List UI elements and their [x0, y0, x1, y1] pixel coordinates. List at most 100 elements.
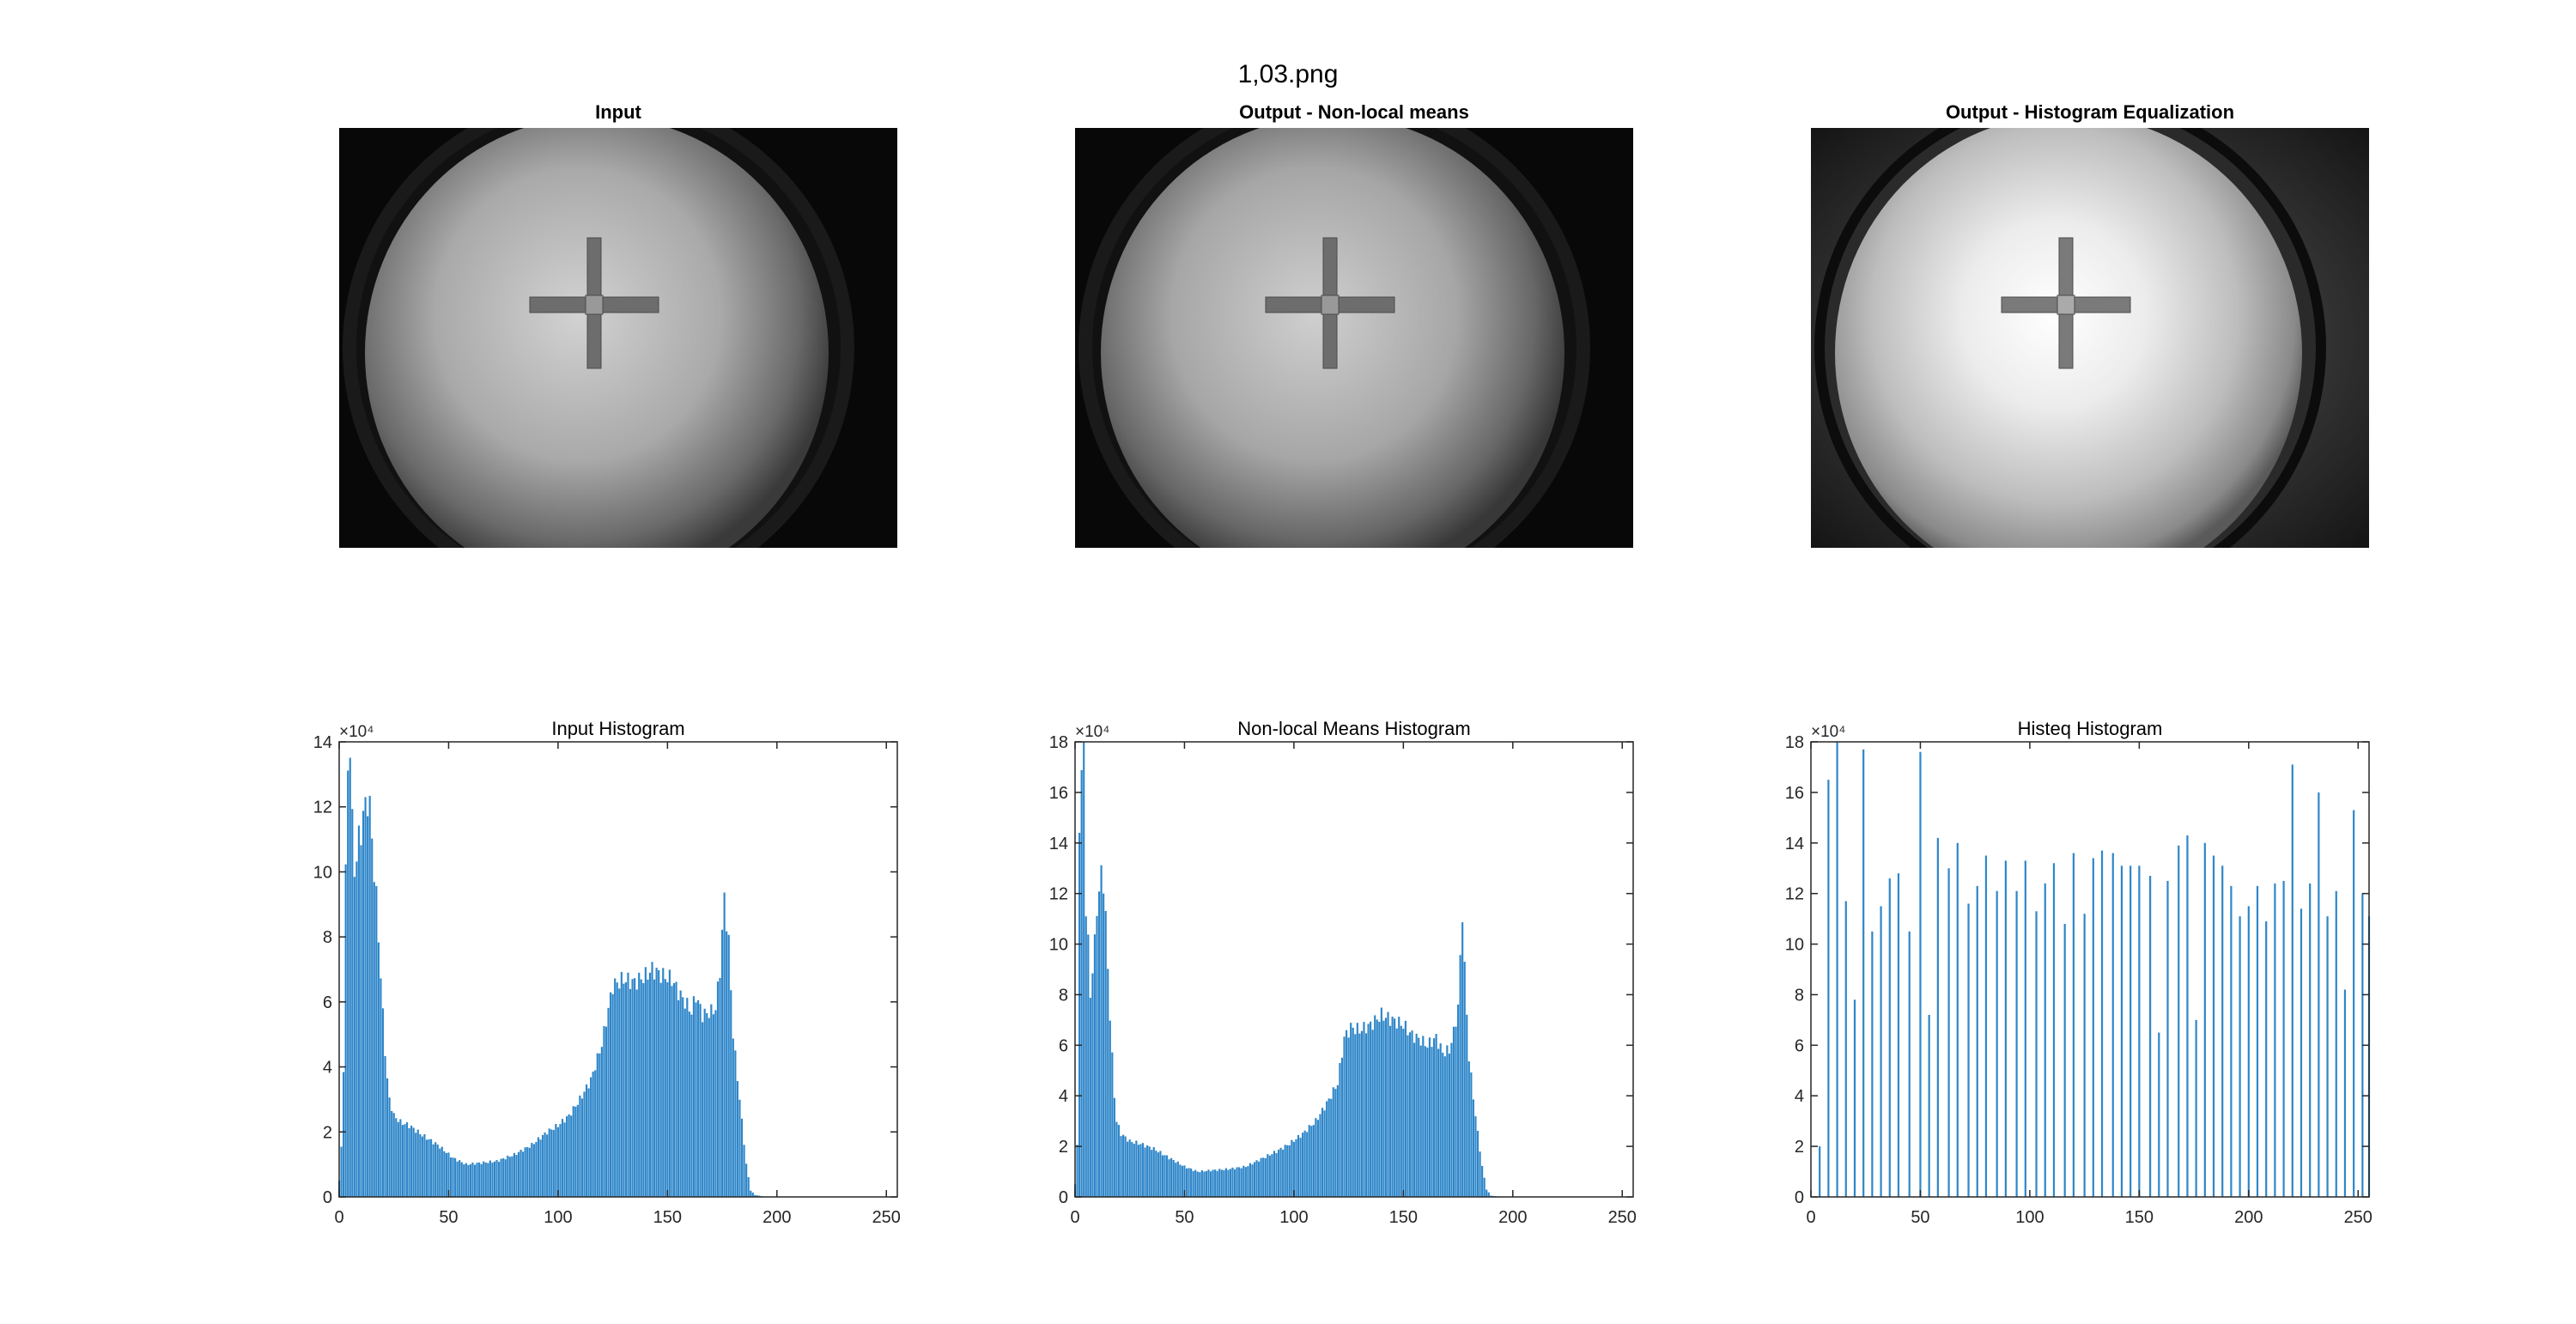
bar [1185, 1168, 1188, 1197]
bar [1352, 1027, 1354, 1197]
bar [1467, 1061, 1470, 1197]
bar [1161, 1155, 1164, 1197]
bar [1356, 1023, 1358, 1197]
bar [1354, 1034, 1357, 1197]
bar [1207, 1169, 1210, 1197]
bar [574, 1106, 577, 1197]
bar [1093, 934, 1097, 1197]
bar [405, 1122, 409, 1197]
bar [1880, 906, 1882, 1197]
bar [1897, 873, 1900, 1197]
bar [1175, 1163, 1177, 1197]
bar [1103, 893, 1105, 1197]
bar [429, 1139, 433, 1197]
bar [1844, 901, 1847, 1197]
bar [702, 1022, 704, 1197]
y-tick-label: 18 [1049, 733, 1068, 752]
bar [1137, 1145, 1140, 1197]
bar [730, 990, 732, 1197]
bar [1231, 1167, 1234, 1197]
bar [526, 1146, 529, 1197]
bar [415, 1133, 417, 1197]
bar [1426, 1048, 1429, 1197]
bar [1286, 1145, 1289, 1197]
bar [377, 942, 380, 1197]
bar [2343, 989, 2347, 1197]
bar [2282, 880, 2285, 1197]
bar [1413, 1042, 1416, 1197]
bar [1376, 1019, 1378, 1197]
bar [1258, 1161, 1261, 1197]
bar [1456, 1004, 1460, 1197]
bar [607, 1007, 610, 1197]
input-image-title: Input [595, 101, 641, 123]
bars [1073, 742, 1501, 1197]
bar [2353, 810, 2355, 1197]
bar [648, 972, 652, 1197]
bar [419, 1133, 422, 1197]
bar [1862, 749, 1865, 1197]
bar [1388, 1025, 1392, 1197]
bar [2212, 855, 2215, 1197]
bar [2186, 835, 2189, 1197]
bar [1176, 1161, 1179, 1197]
bar [364, 797, 367, 1197]
bar [344, 864, 347, 1197]
reticle-icon [1265, 237, 1395, 369]
bar [638, 972, 641, 1197]
bar [600, 1047, 603, 1197]
bar [423, 1133, 426, 1197]
nlm-image [1075, 128, 1633, 548]
bar [495, 1160, 498, 1197]
bar [349, 757, 351, 1197]
bar [708, 1017, 710, 1197]
bar [1485, 1189, 1488, 1197]
bar [361, 811, 365, 1197]
y-tick-label: 12 [313, 799, 332, 817]
bar [1087, 934, 1090, 1197]
y-tick-label: 2 [1059, 1138, 1068, 1157]
bar [484, 1162, 487, 1197]
bar [1091, 973, 1094, 1197]
bar [566, 1116, 568, 1197]
bar [716, 981, 720, 1197]
bar [497, 1162, 501, 1197]
bar [1371, 1029, 1374, 1197]
bar [1384, 1017, 1388, 1197]
bar [1120, 1136, 1122, 1197]
bar [1308, 1125, 1310, 1197]
x-tick-label: 250 [1608, 1208, 1637, 1227]
x-tick-label: 150 [1389, 1208, 1418, 1227]
bar [668, 969, 671, 1197]
bar [1107, 969, 1109, 1197]
bar [395, 1118, 398, 1197]
bar [1439, 1043, 1442, 1197]
bar [2291, 764, 2293, 1197]
bar [392, 1113, 395, 1197]
bar [1288, 1145, 1291, 1197]
y-tick-label: 18 [1785, 733, 1804, 752]
bar [1481, 1165, 1484, 1197]
bar [1249, 1163, 1252, 1197]
bar [1262, 1157, 1265, 1197]
bar [1216, 1170, 1218, 1197]
bar [532, 1144, 535, 1197]
bar [1316, 1120, 1320, 1197]
bar [1295, 1139, 1297, 1197]
y-tick-label: 0 [1059, 1188, 1068, 1207]
bar [428, 1139, 430, 1197]
bar [1967, 903, 1970, 1197]
bar [552, 1130, 555, 1197]
bar [1292, 1141, 1295, 1197]
bar [548, 1128, 550, 1197]
bar [1264, 1157, 1267, 1197]
bar [1200, 1169, 1203, 1197]
bar [384, 1055, 386, 1197]
bar [1378, 1022, 1381, 1197]
bar [1374, 1015, 1376, 1197]
histeq-image-graphic [1811, 128, 2369, 548]
bar [465, 1163, 467, 1197]
bar [507, 1155, 509, 1197]
bar [1418, 1037, 1420, 1197]
bar [1247, 1166, 1249, 1197]
